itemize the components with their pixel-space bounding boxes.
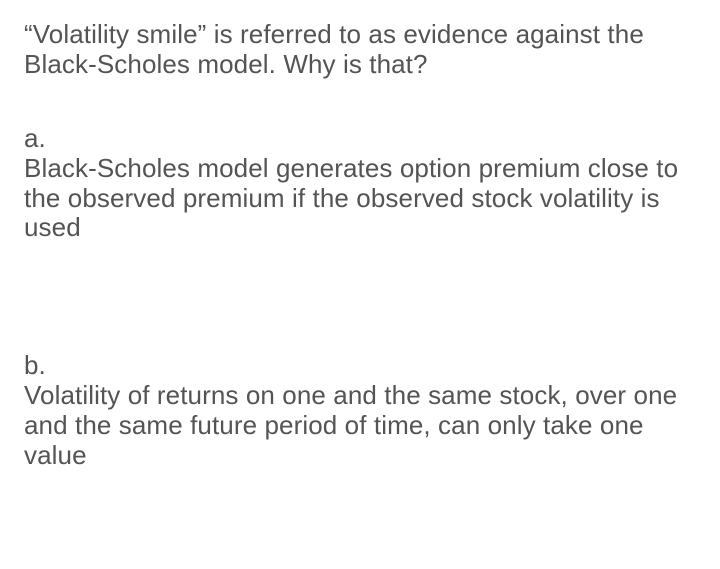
option-a-label: a. — [24, 124, 696, 154]
option-b[interactable]: b. Volatility of returns on one and the … — [24, 351, 696, 471]
option-b-label: b. — [24, 351, 696, 381]
option-a-text: Black-Scholes model generates option pre… — [24, 153, 678, 243]
option-a[interactable]: a. Black-Scholes model generates option … — [24, 124, 696, 244]
option-b-text: Volatility of returns on one and the sam… — [24, 380, 677, 470]
quiz-container: “Volatility smile” is referred to as evi… — [0, 0, 720, 491]
question-text: “Volatility smile” is referred to as evi… — [24, 20, 696, 80]
